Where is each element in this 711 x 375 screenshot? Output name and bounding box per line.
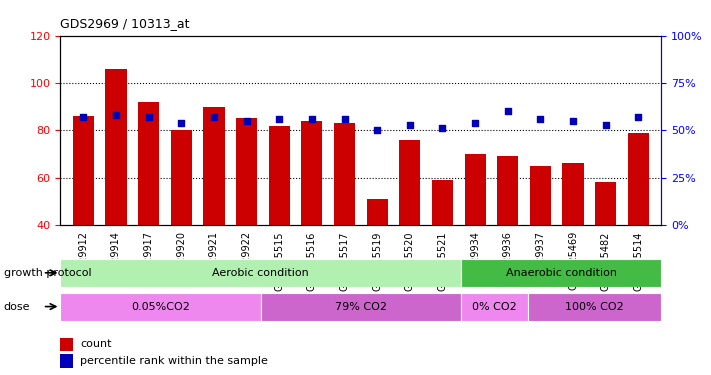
Bar bbox=[461, 259, 661, 287]
Point bbox=[600, 122, 611, 128]
Point bbox=[535, 116, 546, 122]
Point bbox=[274, 116, 285, 122]
Text: percentile rank within the sample: percentile rank within the sample bbox=[80, 356, 268, 366]
Text: GDS2969 / 10313_at: GDS2969 / 10313_at bbox=[60, 17, 190, 30]
Bar bbox=[171, 130, 192, 320]
Bar bbox=[60, 292, 261, 321]
Bar bbox=[60, 338, 73, 351]
Point bbox=[77, 114, 89, 120]
Bar bbox=[367, 199, 387, 320]
Point bbox=[404, 122, 415, 128]
Point bbox=[339, 116, 351, 122]
Text: dose: dose bbox=[4, 302, 30, 312]
Bar bbox=[528, 292, 661, 321]
Text: 79% CO2: 79% CO2 bbox=[335, 302, 387, 312]
Text: 0.05%CO2: 0.05%CO2 bbox=[131, 302, 190, 312]
Bar bbox=[399, 140, 420, 320]
Point bbox=[176, 120, 187, 126]
Bar bbox=[461, 292, 528, 321]
Bar bbox=[60, 354, 73, 368]
Bar bbox=[261, 292, 461, 321]
Bar bbox=[138, 102, 159, 320]
Bar bbox=[595, 182, 616, 320]
Bar bbox=[530, 166, 551, 320]
Point bbox=[208, 114, 220, 120]
Point bbox=[633, 114, 644, 120]
Text: growth protocol: growth protocol bbox=[4, 268, 91, 278]
Point bbox=[371, 128, 383, 134]
Point bbox=[143, 114, 154, 120]
Bar bbox=[73, 116, 94, 320]
Point bbox=[469, 120, 481, 126]
Text: 100% CO2: 100% CO2 bbox=[565, 302, 624, 312]
Point bbox=[502, 108, 513, 114]
Bar bbox=[105, 69, 127, 320]
Bar bbox=[301, 121, 323, 320]
Point bbox=[567, 118, 579, 124]
Text: count: count bbox=[80, 339, 112, 349]
Bar bbox=[562, 164, 584, 320]
Bar bbox=[497, 156, 518, 320]
Point bbox=[110, 112, 122, 118]
Bar bbox=[464, 154, 486, 320]
Text: Aerobic condition: Aerobic condition bbox=[213, 268, 309, 278]
Point bbox=[241, 118, 252, 124]
Point bbox=[437, 125, 448, 131]
Bar bbox=[236, 118, 257, 320]
Bar bbox=[628, 133, 649, 320]
Bar bbox=[432, 180, 453, 320]
Bar bbox=[203, 106, 225, 320]
Bar bbox=[269, 126, 290, 320]
Bar bbox=[334, 123, 355, 320]
Point bbox=[306, 116, 318, 122]
Text: Anaerobic condition: Anaerobic condition bbox=[506, 268, 616, 278]
Bar bbox=[60, 259, 461, 287]
Text: 0% CO2: 0% CO2 bbox=[472, 302, 517, 312]
